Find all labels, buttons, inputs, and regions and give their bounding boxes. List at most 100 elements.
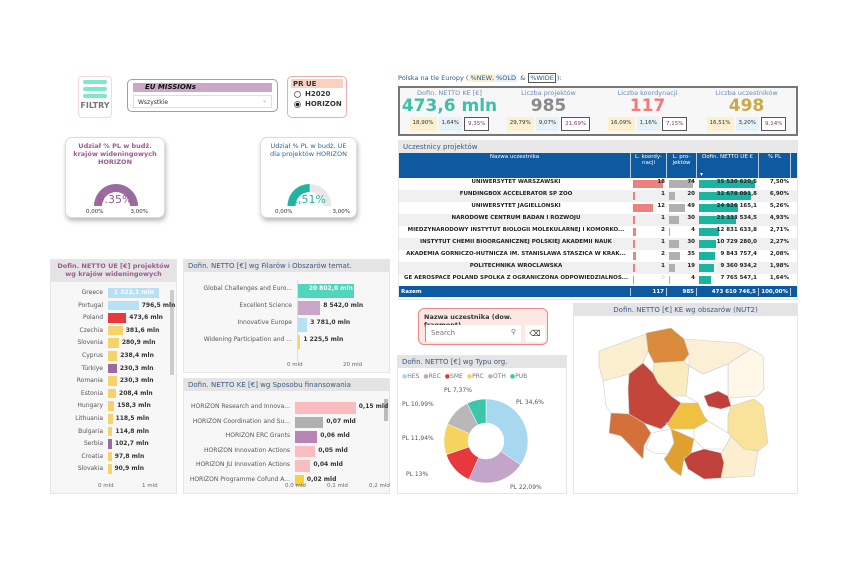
bar[interactable] [108,325,123,336]
gauge-min: 0,00% [86,209,104,215]
legend-item[interactable]: ●HES [402,373,419,380]
category-label: HORIZON JU Innovation Actions [195,461,290,468]
bar[interactable] [108,351,118,361]
column-header[interactable]: Dofin. NETTO UE € ▾ [697,153,759,178]
bar[interactable] [297,301,321,315]
bar[interactable] [108,376,117,386]
column-header[interactable]: Nazwa uczestnika [399,153,631,178]
radio-h2020[interactable]: H2020 [288,90,346,98]
table-cell: 2 [631,226,667,238]
kpi-chip-new: 18,90% [409,117,437,131]
map-region[interactable] [645,327,690,364]
table-cell: 4 [667,274,697,286]
bar[interactable] [108,451,112,462]
data-label: 0,06 mld [320,432,350,439]
bar[interactable] [295,474,304,486]
participant-name: NARODOWE CENTRUM BADAN I ROZWOJU [451,215,581,221]
table-row[interactable]: NARODOWE CENTRUM BADAN I ROZWOJU 1 30 23 33… [399,214,797,226]
bar[interactable] [108,338,119,348]
kpi-chip-wide: 21,69% [561,117,591,131]
table-body[interactable]: UNIWERSYTET WARSZAWSKI 18 74 35 530 620,5 7,… [399,178,797,286]
pl-percent: 2,71% [769,227,789,233]
column-header[interactable]: % PL [759,153,791,178]
bar[interactable] [295,460,311,472]
donut-slice[interactable] [466,398,487,426]
data-bar [699,228,720,236]
cell-value: 0 [661,275,665,281]
bar[interactable] [108,426,113,437]
table-cell: 4 [667,226,697,238]
bar[interactable] [108,464,112,474]
table-cell: 10 729 280,0 [697,238,759,250]
filters-button[interactable]: FILTRY [78,76,112,118]
bar[interactable] [108,300,139,311]
data-bar [633,192,635,200]
search-input[interactable]: Search ⚲ [425,325,521,342]
legend-item[interactable]: ●OTH [488,373,506,380]
bar[interactable] [108,363,117,374]
table-row[interactable]: GE AEROSPACE POLAND SPOLKA Z OGRANICZONA… [399,274,797,286]
dropdown-value: Wszystkie [138,99,169,106]
bar[interactable] [297,318,308,332]
eu-missions-dropdown[interactable]: Wszystkie ⌄ [133,95,272,108]
bar[interactable] [108,439,112,449]
data-label: 796,5 mln [141,301,176,309]
table-row[interactable]: POLITECHNIKA WROCLAWSKA 1 19 9 360 934,2 1,9… [399,262,797,274]
legend-item[interactable]: ●SME [445,373,463,380]
map-region[interactable] [663,428,695,477]
poland-map[interactable] [571,296,801,496]
axis-tick: 0 mld [287,362,303,368]
bar[interactable] [297,284,354,298]
category-label: HORIZON Innovation Actions [204,446,290,454]
eraser-button[interactable]: ⌫ [525,325,545,342]
gauge-value: 1,51% [291,193,326,206]
map-region[interactable] [608,412,652,460]
cell-value: 35 [687,251,695,257]
bar[interactable] [295,416,324,428]
bar[interactable] [295,445,316,457]
scrollbar[interactable] [170,290,174,375]
data-bar [669,276,671,284]
table-row[interactable]: UNIWERSYTET WARSZAWSKI 18 74 35 530 620,5 7,… [399,178,797,190]
table-row[interactable]: FUNDINGBOX ACCELERATOR SP ZOO 1 20 32 678 0… [399,190,797,202]
table-row[interactable]: AKADEMIA GORNICZO-HUTNICZA IM. STANISLAW… [399,250,797,262]
data-label: 90,9 mln [114,465,144,473]
bar[interactable] [295,402,356,414]
cell-value: 9 360 934,2 [720,263,757,269]
donut-slice[interactable] [485,398,529,466]
table-row[interactable]: MIEDZYNARODOWY INSTYTUT BIOLOGII MOLEKUL… [399,226,797,238]
legend-item[interactable]: ●PRC [467,373,484,380]
data-label: 118,5 mln [115,415,150,422]
map-region[interactable] [720,435,759,479]
bar[interactable] [297,335,301,349]
bar[interactable] [108,401,115,411]
bar[interactable] [108,313,127,323]
bar[interactable] [108,288,159,298]
participant-name: INSTYTUT CHEMII BIOORGANICZNEJ POLSKIEJ … [420,239,612,245]
scrollbar[interactable] [384,399,388,421]
map-region[interactable] [602,373,630,415]
column-header[interactable]: L. koordy-nacji [631,153,667,178]
kpi-label: Liczba uczestników [715,89,778,97]
radio-horizon[interactable]: HORIZON [288,100,346,108]
table-row[interactable]: INSTYTUT CHEMII BIOORGANICZNEJ POLSKIEJ … [399,238,797,250]
chart-title: Dofin. NETTO [€] wg Filarów i Obszarów t… [184,260,389,272]
cell-value: 12 [657,203,665,209]
gauge-widening-share: Udział % PL w budż. krajów wideningowych… [65,137,165,218]
column-header[interactable]: L. pro-jektów [667,153,697,178]
category-label: Hungary [77,402,103,410]
bar[interactable] [108,388,117,399]
bar[interactable] [108,414,113,424]
kpi-chip-wide: 9,35% [463,117,490,131]
category-label: Croatia [81,452,103,460]
map-region[interactable] [683,448,725,480]
data-label: 230,3 mln [119,364,154,372]
legend-item[interactable]: ●REC [423,373,440,380]
legend-item[interactable]: ●PUB [510,373,527,380]
table-row[interactable]: UNIWERSYTET JAGIELLONSKI 12 49 24 926 165,1… [399,202,797,214]
column-header-label: Nazwa uczestnika [489,154,540,160]
slice-label: PL 10,99% [402,401,434,408]
category-label: Portugal [78,301,103,309]
bar[interactable] [295,431,318,443]
map-title: Dofin. NETTO [€] KE wg obszarów (NUT2) [574,304,797,316]
